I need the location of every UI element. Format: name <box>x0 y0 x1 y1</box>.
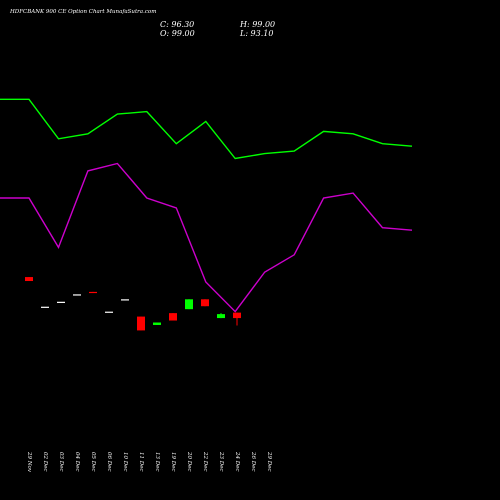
x-tick-label: 05 Dec <box>90 452 96 472</box>
high-value: H: 99.00 <box>240 20 276 29</box>
x-tick-label: 29 Dec <box>266 451 272 472</box>
candle <box>41 306 49 308</box>
low-value: L: 93.10 <box>240 29 274 38</box>
candle <box>25 277 33 282</box>
candle <box>153 322 161 325</box>
indicator-line-2 <box>0 162 413 313</box>
candle-body <box>137 316 145 331</box>
candle-body <box>185 299 193 310</box>
x-tick-label: 04 Dec <box>74 452 80 472</box>
x-tick-label: 10 Dec <box>122 452 128 472</box>
candle-body <box>57 301 65 303</box>
candle <box>201 299 209 307</box>
x-tick-label: 24 Dec <box>234 451 240 472</box>
candle <box>105 311 113 313</box>
candles <box>25 277 241 331</box>
candle-body <box>201 299 209 307</box>
candle-body <box>233 312 241 319</box>
candle <box>169 313 177 321</box>
x-tick-label: 13 Dec <box>154 452 160 472</box>
x-tick-label: 29 Nov <box>26 451 32 473</box>
x-tick-label: 19 Dec <box>170 452 176 472</box>
candle <box>233 312 241 326</box>
open-value: O: 99.00 <box>160 29 195 38</box>
candle <box>217 313 225 319</box>
candle <box>57 301 65 303</box>
x-axis-labels: 29 Nov 02 Dec 03 Dec 04 Dec 05 Dec 06 Dec 10 D… <box>26 451 272 473</box>
x-tick-label: 20 Dec <box>186 451 192 472</box>
x-tick-label: 11 Dec <box>138 452 144 472</box>
candle <box>121 299 129 301</box>
x-tick-label: 02 Dec <box>42 452 48 472</box>
x-tick-label: 06 Dec <box>106 452 112 472</box>
candle-body <box>217 314 225 319</box>
close-value: C: 96.30 <box>160 20 195 29</box>
x-tick-label: 22 Dec <box>202 451 208 472</box>
indicator-line-1 <box>0 98 413 160</box>
indicator-lines <box>0 98 413 313</box>
candle <box>137 316 145 331</box>
candle-body <box>25 277 33 282</box>
candle-body <box>153 322 161 325</box>
candle-body <box>121 299 129 301</box>
x-tick-label: 26 Dec <box>250 451 256 472</box>
candle <box>73 294 81 296</box>
candle-body <box>89 291 97 294</box>
x-tick-label: 23 Dec <box>218 451 224 472</box>
x-tick-label: 03 Dec <box>58 452 64 472</box>
candle <box>89 291 97 294</box>
candle-body <box>73 294 81 296</box>
candle-body <box>105 311 113 313</box>
candle <box>185 299 193 310</box>
candle-body <box>169 313 177 321</box>
chart-title: HDFCBANK 900 CE Option Chart MunafaSutra… <box>10 9 157 15</box>
candle-body <box>41 306 49 308</box>
